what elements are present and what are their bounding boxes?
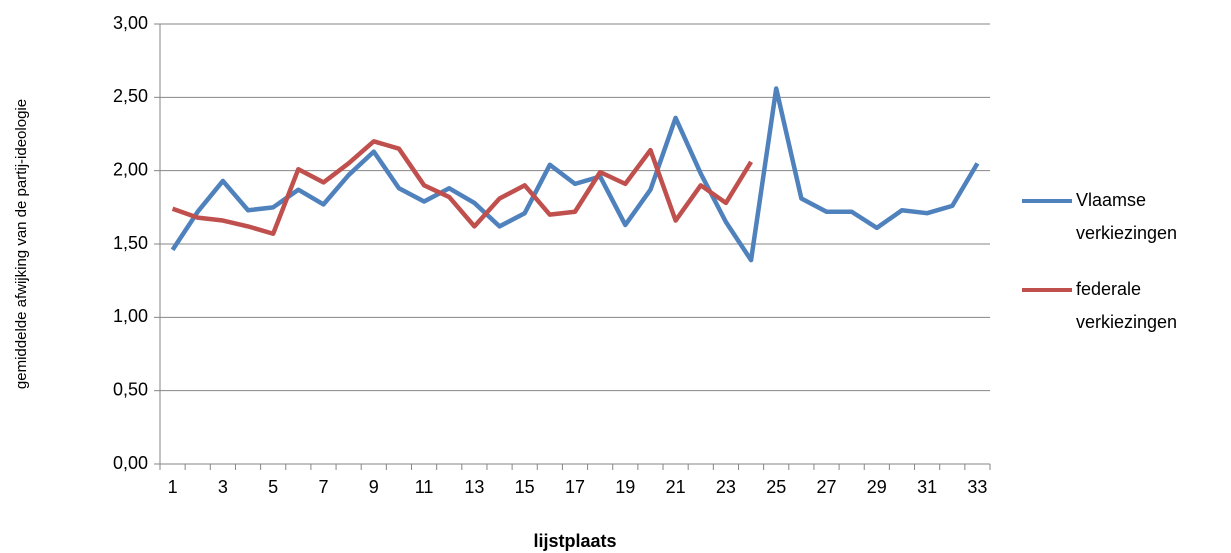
x-tick-label: 19 — [615, 477, 635, 497]
x-tick-label: 1 — [168, 477, 178, 497]
x-tick-label: 11 — [415, 477, 434, 497]
y-tick-label: 2,50 — [113, 86, 148, 106]
x-tick-label: 5 — [268, 477, 278, 497]
legend-label: federale verkiezingen — [1076, 279, 1178, 332]
x-tick-label: 3 — [218, 477, 228, 497]
legend-entry: federale verkiezingen — [1020, 273, 1225, 339]
y-tick-label: 2,00 — [113, 159, 148, 179]
y-tick-label: 0,50 — [113, 379, 148, 399]
legend-entry: Vlaamse verkiezingen — [1020, 184, 1225, 250]
series-line — [170, 86, 980, 263]
x-tick-label: 13 — [464, 477, 484, 497]
x-tick-label: 25 — [766, 477, 786, 497]
series-line — [171, 139, 753, 236]
legend: Vlaamse verkiezingen federale verkiezinge… — [1020, 184, 1225, 362]
y-tick-label: 0,00 — [113, 453, 148, 473]
y-axis-title: gemiddelde afwijking van de partij-ideol… — [13, 99, 30, 389]
x-tick-label: 27 — [816, 477, 836, 497]
x-tick-label: 7 — [318, 477, 328, 497]
legend-swatch — [1022, 288, 1072, 292]
x-tick-label: 33 — [967, 477, 987, 497]
x-tick-label: 29 — [867, 477, 887, 497]
y-tick-label: 1,50 — [113, 233, 148, 253]
legend-label: Vlaamse verkiezingen — [1076, 190, 1178, 243]
y-tick-label: 3,00 — [113, 13, 148, 33]
y-tick-label: 1,00 — [113, 306, 148, 326]
x-axis-title: lijstplaats — [533, 531, 616, 551]
x-tick-label: 15 — [515, 477, 535, 497]
legend-swatch — [1022, 199, 1072, 203]
x-tick-label: 21 — [666, 477, 686, 497]
x-tick-label: 31 — [917, 477, 937, 497]
x-tick-label: 17 — [565, 477, 585, 497]
x-tick-label: 23 — [716, 477, 736, 497]
x-tick-label: 9 — [369, 477, 379, 497]
